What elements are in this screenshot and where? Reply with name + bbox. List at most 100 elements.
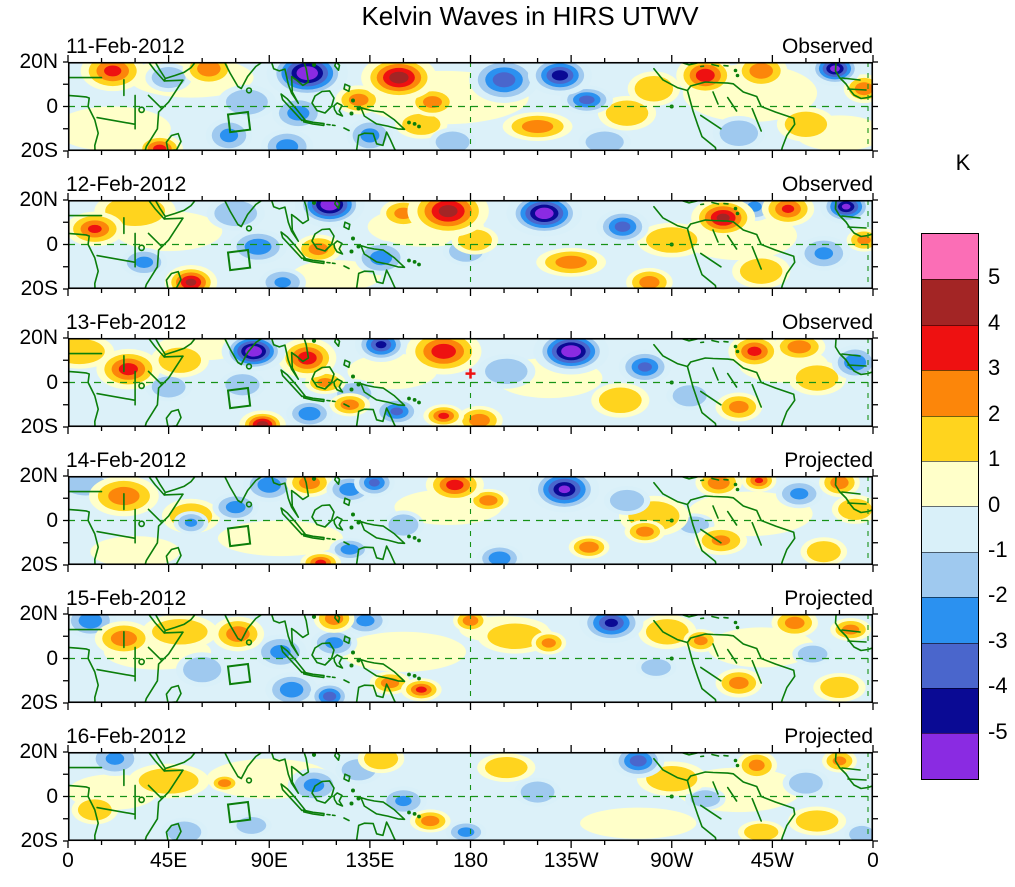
anomaly-blob — [832, 756, 847, 766]
anomaly-blob — [854, 82, 873, 96]
anomaly-blob — [521, 120, 554, 134]
map-border — [67, 613, 874, 704]
anomaly-blob — [363, 752, 399, 770]
anomaly-blob — [375, 341, 387, 349]
y-axis-tick-label: 20S — [20, 415, 58, 438]
colorbar-segment — [922, 234, 978, 280]
anomaly-blob — [390, 407, 403, 416]
anomaly-field — [68, 338, 873, 427]
y-axis-tick-label: 20N — [19, 50, 58, 73]
anomaly-blob — [790, 488, 809, 500]
tick-marks — [63, 331, 878, 434]
y-axis-tick-label: 0 — [46, 95, 58, 118]
x-axis-tick-label: 0 — [867, 849, 879, 872]
y-axis-tick-label: 20S — [20, 829, 58, 852]
map-canvas — [63, 607, 878, 710]
tick-marks — [63, 607, 878, 710]
anomaly-blob — [604, 618, 618, 628]
tick-marks — [63, 469, 878, 572]
anomaly-blob — [578, 95, 595, 105]
x-axis-tick-label: 180 — [452, 849, 489, 872]
anomaly-blob — [784, 616, 805, 630]
anomaly-blob — [105, 200, 165, 227]
analysis-box-marker — [226, 662, 252, 686]
y-axis-tick-label: 20N — [19, 326, 58, 349]
anomaly-blob — [565, 348, 577, 355]
anomaly-blob — [348, 93, 369, 106]
anomaly-blob — [368, 478, 380, 487]
anomaly-blob — [151, 376, 186, 398]
anomaly-wash — [580, 807, 697, 839]
map-canvas — [63, 331, 878, 434]
anomaly-blob — [457, 229, 493, 251]
anomaly-blob — [479, 495, 498, 506]
colorbar-tick-label: 2 — [988, 400, 1001, 426]
anomaly-blob — [784, 111, 828, 137]
anomaly-field — [68, 200, 873, 289]
anomaly-blob — [748, 759, 765, 772]
anomaly-blob — [637, 362, 652, 372]
colorbar-segment — [922, 415, 978, 462]
y-axis-tick-label: 20N — [19, 740, 58, 763]
anomaly-field — [68, 476, 873, 565]
panel-date-label: 13-Feb-2012 — [66, 311, 187, 334]
anomaly-blob — [645, 619, 689, 645]
anomaly-blob — [849, 825, 873, 841]
anomaly-blob — [214, 200, 258, 227]
coastlines — [68, 338, 873, 427]
anomaly-blob — [395, 795, 412, 807]
tick-marks — [63, 55, 878, 158]
anomaly-blob — [485, 358, 528, 385]
anomaly-blob — [225, 89, 268, 115]
tick-marks — [63, 745, 878, 848]
anomaly-blob — [579, 541, 599, 553]
anomaly-blob — [614, 221, 631, 232]
y-axis-tick-label: 20S — [20, 553, 58, 576]
anomaly-blob — [788, 772, 823, 794]
anomaly-blob — [795, 365, 839, 391]
anomaly-blob — [520, 781, 555, 803]
anomaly-blob — [646, 227, 698, 253]
anomaly-blob — [134, 256, 154, 268]
colorbar-segment — [922, 461, 978, 507]
anomaly-blob — [457, 827, 475, 837]
colorbar-segment — [922, 551, 978, 598]
map-canvas — [63, 469, 878, 572]
anomaly-blob — [360, 128, 380, 143]
anomaly-blob — [421, 815, 440, 827]
anomaly-blob — [303, 778, 325, 793]
y-axis-tick-label: 0 — [46, 647, 58, 670]
anomaly-blob — [484, 756, 528, 779]
anomaly-blob — [185, 278, 197, 286]
anomaly-blob — [487, 623, 543, 650]
anomaly-blob — [716, 213, 730, 222]
anomaly-blob — [728, 676, 749, 690]
panel-source-label: Observed — [781, 35, 873, 58]
y-axis-tick-label: 20N — [19, 464, 58, 487]
anomaly-blob — [435, 131, 470, 151]
anomaly-blob — [585, 131, 624, 151]
anomaly-blob — [634, 75, 674, 102]
x-axis-tick-label: 45W — [750, 849, 794, 872]
anomaly-blob — [468, 413, 490, 427]
anomaly-blob — [356, 615, 375, 627]
anomaly-field — [68, 614, 873, 703]
anomaly-blob — [276, 139, 299, 151]
wave-center-marker — [465, 368, 476, 379]
anomaly-blob — [197, 62, 221, 77]
colorbar-tick-label: -3 — [988, 627, 1008, 653]
anomaly-blob — [539, 210, 549, 217]
colorbar — [921, 233, 979, 780]
panel-source-label: Observed — [781, 173, 873, 196]
anomaly-blob — [225, 501, 246, 514]
y-axis-tick-label: 20N — [19, 188, 58, 211]
analysis-box-marker — [226, 248, 252, 272]
anomaly-blob — [87, 224, 102, 234]
anomaly-blob — [298, 406, 321, 421]
anomaly-blob — [598, 387, 642, 414]
colorbar-segment — [922, 279, 978, 325]
anomaly-blob — [830, 476, 849, 490]
anomaly-blob — [299, 476, 320, 490]
anomaly-blob — [68, 338, 105, 365]
anomaly-blob — [781, 204, 795, 213]
